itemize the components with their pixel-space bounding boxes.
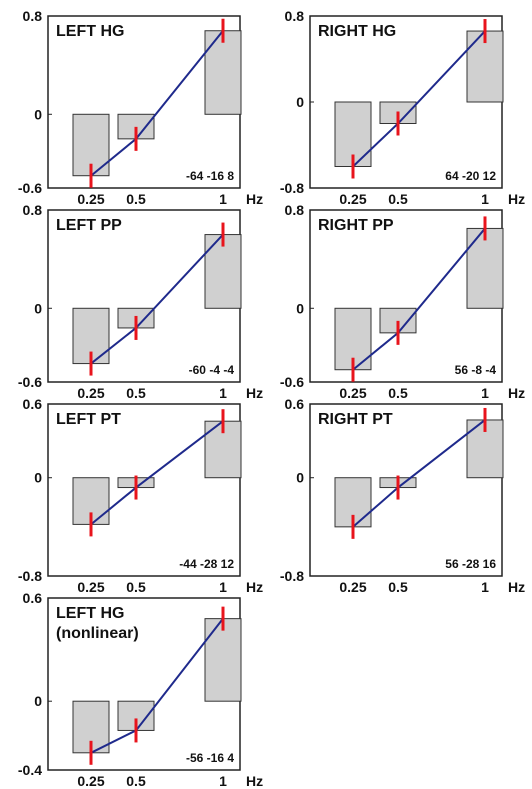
series-line [90,30,224,177]
y-tick-label: 0 [34,693,42,709]
panel-title: LEFT HG [56,23,124,40]
chart-panel-3: 0.8 0 -0.6 0.25 0.5 1 Hz LEFT PP -60 -4 -4 [18,202,263,401]
mni-coordinates: 64 -20 12 [445,169,496,183]
x-tick-label: 1 [219,191,227,207]
bar [204,30,242,115]
bar [204,618,242,702]
mni-coordinates: -56 -16 4 [186,751,234,765]
x-tick-label: 1 [219,773,227,789]
plot-frame [309,403,503,577]
y-tick-label: 0.6 [23,396,43,412]
y-tick-label: 0.8 [285,8,305,24]
y-tick-label: -0.8 [18,568,42,584]
chart-panel-1: 0.8 0 -0.6 0.25 0.5 1 Hz LEFT HG -64 -16 8 [18,8,263,207]
series-line [352,227,486,371]
x-tick-label: 0.5 [126,579,146,595]
y-tick-label: 0.8 [285,202,305,218]
panel-title: LEFT HG [56,605,124,622]
panel-title-line2: (nonlinear) [56,625,139,642]
y-tick-label: 0 [296,94,304,110]
y-tick-label: 0.6 [285,396,305,412]
series-line [90,420,224,526]
chart-panel-4: 0.8 0 -0.6 0.25 0.5 1 Hz RIGHT PP 56 -8 -4 [280,202,525,401]
mni-coordinates: 56 -28 16 [445,557,496,571]
x-tick-label: 0.5 [126,773,146,789]
y-tick-label: 0 [296,300,304,316]
x-unit-label: Hz [246,191,263,207]
mni-coordinates: -44 -28 12 [179,557,234,571]
panel-title: RIGHT PP [318,217,394,234]
panel-title: LEFT PT [56,411,121,428]
x-unit-label: Hz [246,579,263,595]
y-tick-label: -0.6 [18,180,42,196]
y-tick-label: 0 [34,470,42,486]
x-tick-label: 0.5 [388,385,408,401]
x-tick-label: 0.25 [339,385,366,401]
y-tick-label: -0.8 [280,180,304,196]
y-tick-label: -0.4 [18,762,42,778]
x-unit-label: Hz [508,385,525,401]
panel-title: RIGHT HG [318,23,396,40]
y-tick-label: -0.8 [280,568,304,584]
x-unit-label: Hz [246,773,263,789]
panel-title: LEFT PP [56,217,122,234]
x-tick-label: 0.25 [77,579,104,595]
chart-panel-6: 0.6 0 -0.8 0.25 0.5 1 Hz RIGHT PT 56 -28 16 [280,396,525,595]
series-line [90,233,224,365]
series-line [352,419,486,528]
y-tick-label: -0.6 [280,374,304,390]
x-tick-label: 0.5 [126,191,146,207]
y-tick-label: 0.6 [23,590,43,606]
x-tick-label: 0.25 [77,773,104,789]
x-tick-label: 0.25 [339,579,366,595]
x-tick-label: 1 [219,385,227,401]
x-unit-label: Hz [246,385,263,401]
panel-title: RIGHT PT [318,411,393,428]
mni-coordinates: -60 -4 -4 [189,363,235,377]
x-unit-label: Hz [508,579,525,595]
y-tick-label: -0.6 [18,374,42,390]
mni-coordinates: -64 -16 8 [186,169,234,183]
x-tick-label: 0.25 [77,191,104,207]
x-tick-label: 0.5 [126,385,146,401]
chart-panel-5: 0.6 0 -0.8 0.25 0.5 1 Hz LEFT PT -44 -28 12 [18,396,263,595]
x-tick-label: 1 [481,385,489,401]
x-unit-label: Hz [508,191,525,207]
y-tick-label: 0.8 [23,202,43,218]
x-tick-label: 0.5 [388,191,408,207]
x-tick-label: 1 [219,579,227,595]
x-tick-label: 0.25 [339,191,366,207]
series-line [352,30,486,168]
mni-coordinates: 56 -8 -4 [455,363,497,377]
plot-frame [47,403,241,577]
chart-panel-2: 0.8 0 -0.8 0.25 0.5 1 Hz RIGHT HG 64 -20 12 [280,8,525,207]
x-tick-label: 0.5 [388,579,408,595]
y-tick-label: 0 [34,106,42,122]
chart-panel-7: 0.6 0 -0.4 0.25 0.5 1 Hz LEFT HG (nonlinear) -56 … [18,590,263,789]
y-tick-label: 0 [296,470,304,486]
y-tick-label: 0 [34,300,42,316]
x-tick-label: 1 [481,579,489,595]
x-tick-label: 0.25 [77,385,104,401]
y-tick-label: 0.8 [23,8,43,24]
x-tick-label: 1 [481,191,489,207]
